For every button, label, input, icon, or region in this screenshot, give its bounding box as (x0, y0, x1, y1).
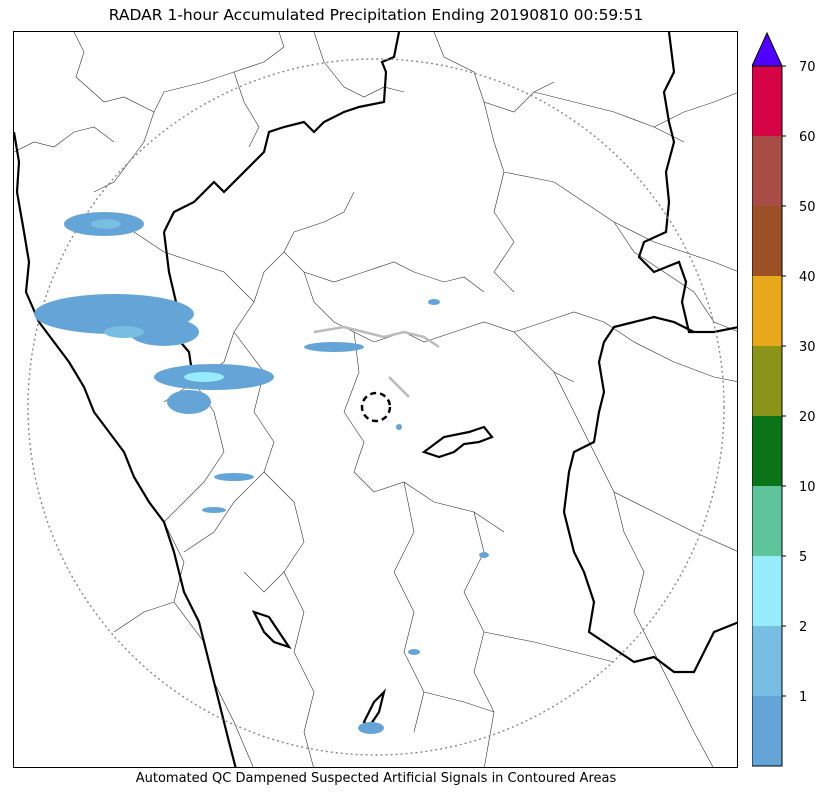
qc-caption: Automated QC Dampened Suspected Artifici… (135, 771, 617, 786)
echo-cell (167, 390, 211, 414)
colorbar-tick-label: 10 (799, 480, 816, 495)
qc-contoured-areas (313, 325, 440, 398)
colorbar-bin (752, 276, 782, 346)
colorbar-tick-label: 50 (799, 200, 816, 215)
colorbar-tick-label: 1 (799, 690, 807, 705)
precipitation-echoes (34, 212, 489, 734)
radar-site-marker (360, 391, 392, 423)
colorbar-bin (752, 626, 782, 696)
colorbar-tick-label: 2 (799, 620, 807, 635)
colorbar-tick-label: 20 (799, 410, 816, 425)
colorbar-bins (752, 66, 782, 766)
colorbar-tick-label: 30 (799, 340, 816, 355)
echo-cell (129, 318, 199, 346)
colorbar-bin (752, 556, 782, 626)
echo-cell (479, 552, 489, 558)
radar-map (13, 31, 738, 768)
echo-cell (304, 342, 364, 352)
colorbar-ticks: 1 2 5 10 20 30 40 50 60 70 (782, 60, 816, 705)
district-boundaries (14, 32, 737, 767)
echo-cell (428, 299, 440, 305)
echo-cell (91, 219, 121, 229)
colorbar-tick-label: 60 (799, 130, 816, 145)
echo-cell (408, 649, 420, 655)
colorbar-tick-label: 70 (799, 60, 816, 75)
colorbar-bin (752, 486, 782, 556)
colorbar-bin (752, 696, 782, 766)
radar-range-ring (27, 58, 725, 756)
colorbar-bin (752, 346, 782, 416)
state-boundaries (14, 32, 737, 767)
echo-cell (184, 372, 224, 382)
colorbar-extend-arrow (752, 31, 783, 67)
colorbar-bin (752, 206, 782, 276)
colorbar-tick-label: 40 (799, 270, 816, 285)
map-canvas (14, 32, 737, 767)
echo-cell (214, 473, 254, 481)
colorbar-bin (752, 136, 782, 206)
colorbar-tick-label: 5 (799, 550, 807, 565)
echo-cell (396, 424, 402, 430)
colorbar-bin (752, 416, 782, 486)
echo-cell (358, 722, 384, 734)
echo-cell (104, 326, 144, 338)
colorbar: 1 2 5 10 20 30 40 50 60 70 (752, 31, 816, 767)
colorbar-bin (752, 66, 782, 136)
echo-cell (202, 507, 226, 513)
map-title: RADAR 1-hour Accumulated Precipitation E… (108, 6, 644, 24)
